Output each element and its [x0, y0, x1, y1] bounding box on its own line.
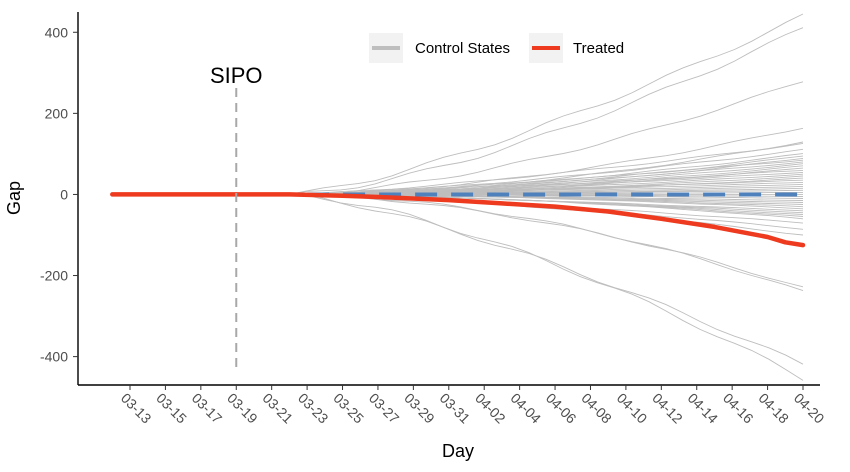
- x-ticks: 03-1303-1503-1703-1903-2103-2303-2503-27…: [118, 385, 828, 427]
- x-tick-label: 04-18: [755, 390, 792, 427]
- x-tick-label: 03-23: [295, 390, 332, 427]
- y-axis-title: Gap: [4, 181, 24, 215]
- control-state-line: [289, 171, 804, 195]
- x-tick-label: 03-13: [118, 390, 155, 427]
- y-tick-label: -200: [40, 268, 68, 284]
- legend: Control States Treated: [369, 33, 624, 63]
- y-tick-label: 0: [60, 186, 68, 202]
- sipo-annotation: SIPO: [210, 63, 263, 372]
- y-ticks: -400 -200 0 200 400: [40, 24, 78, 365]
- legend-label-treated: Treated: [573, 40, 624, 57]
- y-tick-label: -400: [40, 349, 68, 365]
- control-state-line: [289, 159, 804, 195]
- control-state-line: [289, 27, 804, 195]
- x-tick-label: 04-06: [543, 390, 580, 427]
- x-axis-title: Day: [442, 441, 474, 461]
- x-tick-label: 04-02: [472, 390, 509, 427]
- x-tick-label: 04-12: [649, 390, 686, 427]
- control-lines: [289, 13, 804, 381]
- legend-label-control: Control States: [415, 40, 510, 57]
- x-tick-label: 04-14: [685, 390, 722, 427]
- control-state-line: [289, 193, 804, 365]
- y-tick-label: 400: [45, 24, 69, 40]
- x-tick-label: 03-25: [330, 390, 367, 427]
- x-tick-label: 03-31: [437, 390, 474, 427]
- control-state-line: [289, 142, 804, 195]
- x-tick-label: 04-16: [720, 390, 757, 427]
- x-tick-label: 03-15: [153, 390, 190, 427]
- control-state-line: [289, 193, 804, 381]
- x-tick-label: 04-08: [578, 390, 615, 427]
- treated-series-path: [110, 192, 806, 248]
- x-tick-label: 03-17: [189, 390, 226, 427]
- x-tick-label: 03-27: [366, 390, 403, 427]
- treated-line: [110, 192, 806, 248]
- control-state-line: [289, 13, 804, 195]
- control-state-line: [289, 81, 804, 195]
- control-state-line: [289, 193, 804, 292]
- control-state-line: [289, 169, 804, 195]
- y-tick-label: 200: [45, 105, 69, 121]
- x-tick-label: 03-19: [224, 390, 261, 427]
- x-tick-label: 03-29: [401, 390, 438, 427]
- x-tick-label: 04-04: [508, 390, 545, 427]
- x-tick-label: 04-20: [791, 390, 828, 427]
- x-tick-label: 04-10: [614, 390, 651, 427]
- sipo-label: SIPO: [210, 63, 263, 88]
- x-tick-label: 03-21: [260, 390, 297, 427]
